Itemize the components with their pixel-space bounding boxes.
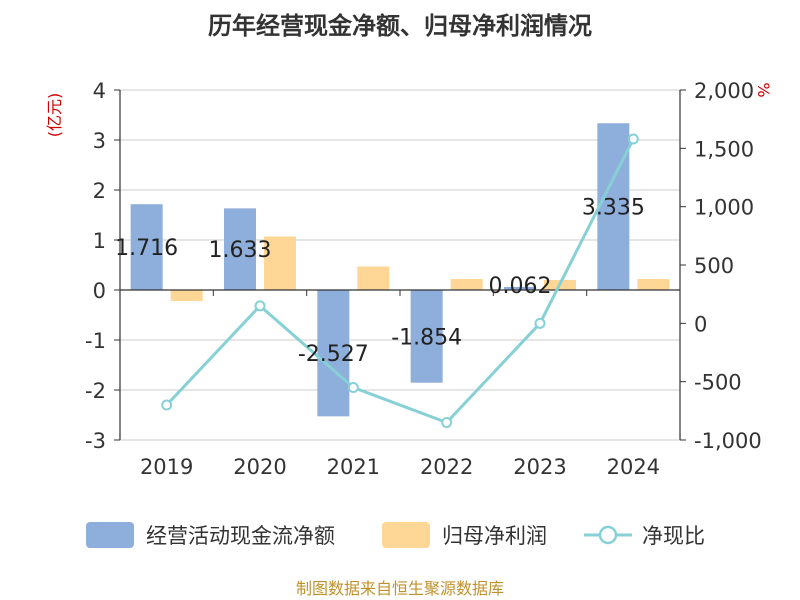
ratio-line [165,138,635,425]
bar-netprofit [264,236,296,290]
y-left-tick-label: 4 [93,79,106,103]
y-left-tick-label: 1 [93,229,106,253]
chart-title: 历年经营现金净额、归母净利润情况 [208,12,592,40]
legend: 经营活动现金流净额 归母净利润 净现比 [86,522,705,548]
bar-value-label: 1.633 [209,238,272,263]
legend-label-netprofit: 归母净利润 [442,524,547,548]
source-note: 制图数据来自恒生聚源数据库 [296,579,504,598]
x-tick-label: 2020 [233,455,286,479]
x-tick-label: 2024 [607,455,660,479]
ratio-point [254,300,266,312]
bar-cashflow [410,290,443,383]
gridlines [120,89,680,441]
bar-value-label: -1.854 [391,325,462,350]
x-tick-label: 2021 [327,455,380,479]
ratio-point [534,317,546,329]
y-right-tick-label: 1,500 [694,137,754,161]
bar-value-label: 1.716 [115,236,178,261]
bar-cashflow [504,286,536,290]
bar-netprofit [170,290,203,301]
line-series [161,133,639,428]
ratio-point [161,399,173,411]
y-right-ticks: -1,000 -500 0 500 1,000 1,500 2,000 [680,79,762,453]
y-left-tick-label: -1 [85,329,106,353]
bar-netprofit [637,279,670,290]
legend-swatch-cashflow [86,522,134,548]
y-left-tick-label: 3 [93,129,106,153]
y-right-tick-label: 500 [694,254,734,278]
x-tick-label: 2022 [420,455,473,479]
bar-value-label: -2.527 [298,342,369,367]
y-left-tick-label: -2 [85,379,106,403]
bar-cashflow [224,208,256,290]
legend-label-ratio: 净现比 [642,524,705,548]
y-left-axis-label: (亿元) [45,93,64,138]
legend-swatch-netprofit [382,522,430,548]
y-left-tick-label: 2 [93,179,106,203]
ratio-point [627,133,639,145]
y-right-axis-label: % [754,82,773,97]
bar-netprofit [450,279,483,290]
x-tick-label: 2019 [140,455,193,479]
x-ticks: 2019 2020 2021 2022 2023 2024 [119,290,681,479]
y-right-tick-label: -500 [694,371,742,395]
y-left-tick-label: -3 [85,429,106,453]
legend-swatch-ratio-marker [598,525,618,545]
ratio-point [441,417,453,428]
bar-value-label: 0.062 [489,274,552,299]
y-right-tick-label: -1,000 [694,429,762,453]
bars [130,123,670,417]
bar-cashflow [130,204,163,290]
bar-value-label: 3.335 [582,196,645,221]
y-left-tick-label: 0 [93,279,106,303]
ratio-point [347,382,359,393]
x-tick-label: 2023 [513,455,566,479]
y-right-tick-label: 0 [694,312,707,336]
bar-cashflow [317,290,350,417]
y-right-tick-label: 1,000 [694,196,754,220]
bar-netprofit [357,266,390,290]
bar-cashflow [597,123,630,290]
data-labels: 1.716 1.633 -2.527 -1.854 0.062 3.335 [115,196,645,368]
y-left-ticks: -3 -2 -1 0 1 2 3 4 [85,79,120,453]
legend-label-cashflow: 经营活动现金流净额 [146,524,335,548]
y-right-tick-label: 2,000 [694,79,754,103]
